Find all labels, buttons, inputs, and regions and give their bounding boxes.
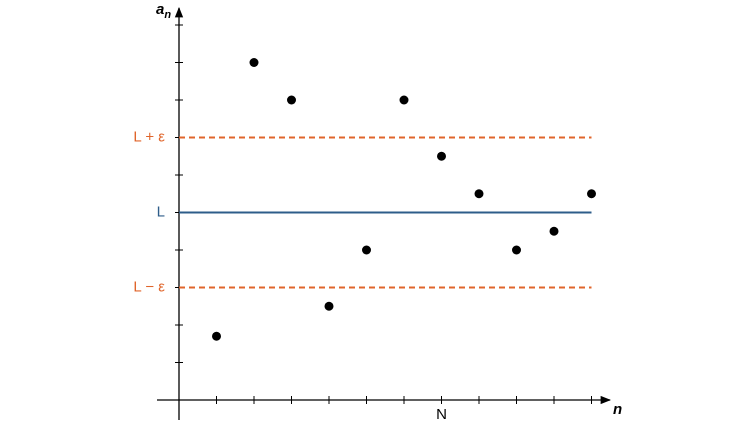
point — [399, 95, 409, 105]
y-axis-label: an — [156, 1, 171, 21]
reference-label: L + ε — [133, 128, 165, 145]
point — [549, 226, 559, 236]
point — [474, 189, 484, 199]
y-axis-label-base: a — [156, 1, 164, 18]
point — [249, 58, 259, 67]
point — [362, 245, 371, 255]
reference-label: L — [157, 203, 165, 220]
y-axis-label-sub: n — [164, 9, 171, 21]
x-axis-label: n — [613, 401, 622, 418]
point — [212, 331, 221, 341]
point — [512, 245, 521, 255]
point — [287, 95, 296, 105]
point — [437, 151, 446, 161]
point — [324, 301, 334, 311]
x-annotation: N — [436, 406, 447, 423]
reference-label: L − ε — [133, 278, 165, 295]
point — [587, 189, 596, 199]
